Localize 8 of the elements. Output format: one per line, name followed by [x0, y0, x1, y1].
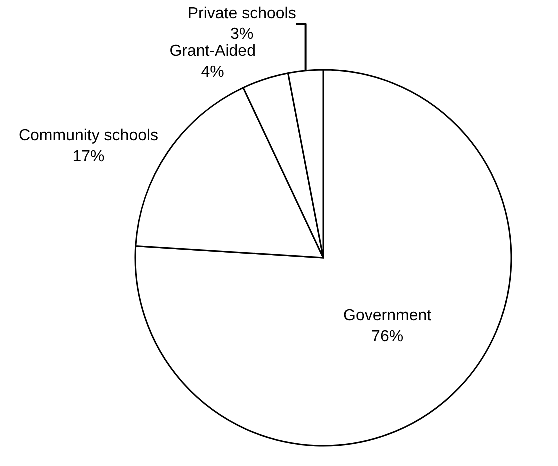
- data-label: 17%: [72, 148, 105, 166]
- slice-label: Government: [344, 308, 432, 325]
- data-label: 76%: [372, 328, 404, 346]
- slice-label: Private schools: [188, 5, 296, 22]
- data-label: 3%: [230, 26, 254, 44]
- slice-label: Community schools: [18, 127, 159, 144]
- data-label: 4%: [201, 64, 224, 82]
- slice-label: Grant-Aided: [170, 43, 256, 60]
